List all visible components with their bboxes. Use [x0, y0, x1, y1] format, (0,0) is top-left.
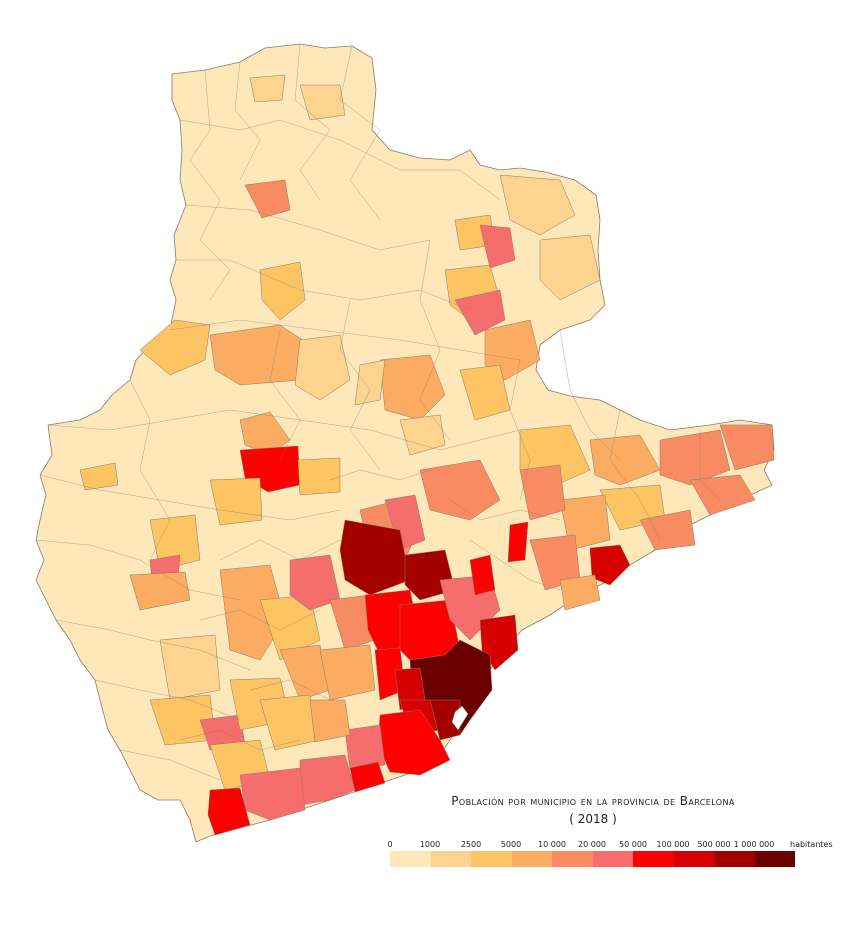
legend-break-label: 2500: [460, 840, 482, 849]
legend-swatch: [390, 851, 431, 867]
municipality-region: [219, 564, 286, 661]
municipality-region: [207, 787, 251, 836]
legend-break-label: 500 000: [697, 840, 731, 849]
municipality-region: [639, 509, 696, 551]
municipality-border: [35, 43, 721, 781]
legend-swatch: [714, 851, 755, 867]
legend-swatch: [511, 851, 552, 867]
municipality-region: [539, 234, 601, 301]
municipality-region: [294, 334, 351, 401]
municipality-region: [379, 354, 446, 421]
legend-swatch: [673, 851, 714, 867]
legend-break-label: 100 000: [656, 840, 690, 849]
municipality-region: [159, 634, 221, 701]
municipality-region: [469, 554, 496, 596]
municipality-region: [479, 224, 516, 269]
legend-break-label: 50 000: [619, 840, 647, 849]
municipality-region: [299, 84, 346, 121]
municipality-region: [689, 474, 756, 516]
municipality-region: [139, 319, 211, 376]
legend-swatch: [552, 851, 593, 867]
municipality-region: [344, 724, 386, 771]
municipality-region: [289, 554, 341, 611]
legend-swatch: [430, 851, 471, 867]
legend-swatch: [754, 851, 795, 867]
municipality-region: [309, 699, 351, 743]
municipality-region: [399, 414, 446, 456]
municipality-region: [519, 464, 566, 521]
port-outline: [451, 705, 469, 731]
municipality-region: [249, 74, 286, 103]
municipality-region: [659, 429, 731, 486]
municipality-region: [589, 544, 631, 586]
municipality-region: [507, 521, 529, 563]
municipality-region: [299, 754, 356, 806]
map-subtitle: ( 2018 ): [569, 812, 617, 826]
legend-color-scale: [390, 851, 795, 867]
legend-break-label: 5000: [500, 840, 522, 849]
municipality-region: [559, 574, 601, 611]
legend-break-label: 1000: [419, 840, 441, 849]
legend-swatch: [471, 851, 512, 867]
legend-unit-label: habitantes: [790, 840, 833, 849]
municipality-region: [499, 174, 576, 236]
municipality-region: [454, 289, 506, 336]
municipality-region: [209, 477, 263, 526]
map-title: Población por municipio en la provincia …: [451, 794, 735, 808]
municipality-region: [149, 514, 201, 571]
municipality-region: [429, 699, 461, 741]
legend-break-label: 1 000 000: [733, 840, 775, 849]
municipality-region: [129, 571, 191, 611]
legend-break-label: 20 000: [578, 840, 606, 849]
legend-swatch: [592, 851, 633, 867]
municipality-region: [297, 457, 341, 496]
legend-swatch: [633, 851, 674, 867]
legend-break-label: 0: [387, 840, 393, 849]
municipality-region: [244, 179, 291, 219]
legend-break-label: 10 000: [538, 840, 566, 849]
municipality-region: [259, 261, 306, 321]
municipality-region: [719, 424, 775, 471]
municipality-region: [419, 459, 501, 521]
municipality-region: [79, 462, 119, 491]
legend: 0 1000 2500 5000 10 000 20 000 50 000 10…: [387, 840, 833, 870]
municipality-border: [179, 469, 561, 751]
municipality-region: [319, 644, 376, 701]
municipality-region: [354, 359, 386, 406]
